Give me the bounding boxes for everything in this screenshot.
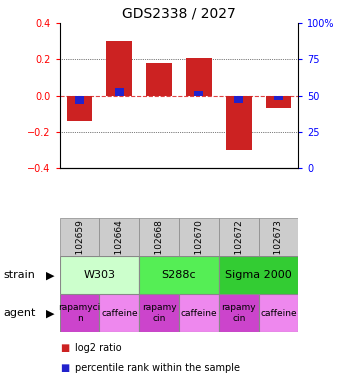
Bar [234, 96, 243, 103]
Text: GSM102673: GSM102673 [274, 219, 283, 274]
Text: GSM102672: GSM102672 [234, 219, 243, 274]
Text: GSM102670: GSM102670 [194, 219, 204, 274]
Text: ▶: ▶ [46, 270, 55, 280]
Bar [115, 88, 124, 96]
Bar [139, 218, 179, 256]
Bar [194, 91, 204, 96]
Text: rapamyci
n: rapamyci n [58, 303, 101, 323]
Text: caffeine: caffeine [101, 309, 138, 318]
Bar [106, 41, 132, 96]
Bar [219, 218, 258, 256]
Bar [146, 63, 172, 96]
Bar [60, 294, 100, 332]
Bar [219, 294, 258, 332]
Bar [100, 218, 139, 256]
Bar [66, 96, 92, 121]
Text: GSM102664: GSM102664 [115, 219, 124, 274]
Text: GSM102659: GSM102659 [75, 219, 84, 274]
Text: ■: ■ [60, 363, 69, 373]
Text: ■: ■ [60, 343, 69, 353]
Bar [75, 96, 84, 104]
Text: rapamy
cin: rapamy cin [221, 303, 256, 323]
Text: rapamy
cin: rapamy cin [142, 303, 176, 323]
Bar [258, 294, 298, 332]
Text: Sigma 2000: Sigma 2000 [225, 270, 292, 280]
Bar [60, 218, 100, 256]
Text: GSM102668: GSM102668 [154, 219, 164, 274]
Bar [219, 256, 298, 294]
Text: W303: W303 [84, 270, 116, 280]
Text: strain: strain [3, 270, 35, 280]
Text: percentile rank within the sample: percentile rank within the sample [75, 363, 240, 373]
Bar [139, 256, 219, 294]
Bar [139, 294, 179, 332]
Bar [266, 96, 292, 108]
Text: log2 ratio: log2 ratio [75, 343, 122, 353]
Bar [186, 58, 212, 96]
Bar [100, 294, 139, 332]
Bar [274, 96, 283, 100]
Bar [226, 96, 252, 150]
Bar [258, 218, 298, 256]
Text: agent: agent [3, 308, 36, 318]
Bar [179, 294, 219, 332]
Text: ▶: ▶ [46, 308, 55, 318]
Bar [179, 218, 219, 256]
Text: caffeine: caffeine [181, 309, 217, 318]
Text: caffeine: caffeine [260, 309, 297, 318]
Bar [60, 256, 139, 294]
Title: GDS2338 / 2027: GDS2338 / 2027 [122, 7, 236, 20]
Text: S288c: S288c [162, 270, 196, 280]
